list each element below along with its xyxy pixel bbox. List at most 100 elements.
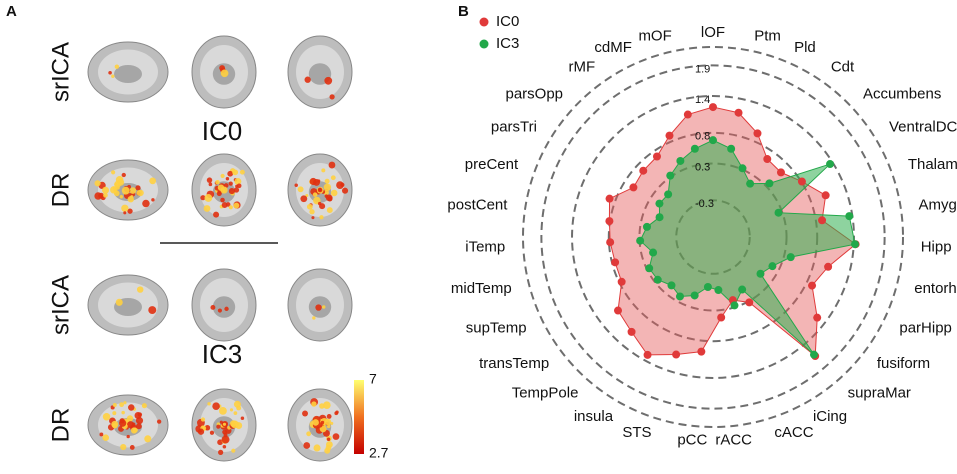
data-point bbox=[730, 301, 739, 310]
activation bbox=[329, 94, 335, 100]
activation bbox=[129, 445, 135, 450]
brain-core bbox=[212, 296, 236, 318]
brain-slice bbox=[87, 274, 169, 336]
category-label: insula bbox=[574, 408, 614, 425]
activation bbox=[115, 298, 123, 306]
category-label: fusiform bbox=[877, 355, 930, 372]
data-point bbox=[797, 177, 806, 186]
activation bbox=[218, 449, 224, 456]
row-label: DR bbox=[47, 173, 74, 208]
brain-slice bbox=[191, 268, 257, 342]
data-point bbox=[826, 160, 835, 169]
activation bbox=[119, 402, 124, 408]
activation bbox=[311, 401, 317, 407]
category-label: preCent bbox=[465, 156, 519, 173]
category-label: STS bbox=[622, 424, 651, 441]
activation bbox=[126, 434, 130, 439]
data-point bbox=[734, 108, 743, 117]
data-point bbox=[746, 179, 755, 188]
brain-slice bbox=[287, 153, 353, 227]
activation bbox=[321, 305, 326, 309]
activation bbox=[324, 178, 330, 184]
activation bbox=[304, 76, 311, 83]
data-point bbox=[810, 350, 819, 359]
activation bbox=[144, 435, 152, 443]
activation bbox=[119, 195, 124, 199]
data-point bbox=[667, 281, 676, 290]
category-label: iCing bbox=[813, 408, 847, 425]
data-point bbox=[786, 253, 795, 262]
data-point bbox=[745, 298, 754, 307]
activation bbox=[325, 194, 333, 202]
legend-marker bbox=[479, 39, 489, 49]
activation bbox=[131, 422, 136, 427]
activation bbox=[319, 403, 325, 409]
data-point bbox=[709, 103, 717, 112]
data-point bbox=[727, 144, 736, 153]
category-label: VentralDC bbox=[889, 118, 957, 135]
category-label: lOF bbox=[701, 24, 725, 41]
activation bbox=[200, 417, 206, 422]
activation bbox=[135, 417, 144, 425]
brain-slice bbox=[87, 394, 169, 456]
activation bbox=[129, 187, 137, 194]
data-point bbox=[703, 283, 712, 292]
colorbar-tick-label: 2.7 bbox=[369, 445, 389, 461]
activation bbox=[303, 442, 311, 449]
activation bbox=[233, 187, 240, 193]
activation bbox=[128, 404, 135, 411]
data-point bbox=[821, 191, 830, 200]
grid-ring bbox=[522, 46, 904, 428]
activation bbox=[110, 186, 118, 194]
activation bbox=[317, 201, 322, 206]
activation bbox=[232, 169, 239, 176]
category-label: parHipp bbox=[899, 319, 952, 336]
data-point bbox=[768, 262, 777, 271]
activation bbox=[136, 286, 144, 293]
activation bbox=[215, 179, 220, 185]
data-point bbox=[675, 292, 684, 301]
category-label: cACC bbox=[774, 424, 813, 441]
activation bbox=[311, 216, 315, 220]
category-label: Cdt bbox=[831, 59, 855, 76]
activation bbox=[111, 74, 115, 78]
brain-slice bbox=[287, 268, 353, 342]
activation bbox=[135, 423, 142, 430]
brain-slice bbox=[287, 35, 353, 109]
data-point bbox=[605, 217, 614, 226]
category-label: mOF bbox=[638, 27, 671, 44]
data-point bbox=[614, 306, 623, 315]
category-label: parsOpp bbox=[505, 85, 563, 102]
activation bbox=[130, 195, 134, 199]
activation bbox=[200, 195, 206, 201]
activation bbox=[323, 183, 332, 191]
row-label: srICA bbox=[47, 42, 74, 102]
data-point bbox=[676, 156, 685, 165]
data-point bbox=[690, 291, 699, 300]
data-point bbox=[636, 236, 645, 245]
activation bbox=[213, 211, 220, 218]
activation bbox=[119, 418, 125, 424]
activation bbox=[197, 428, 205, 435]
activation bbox=[306, 203, 313, 210]
brain-slice bbox=[191, 388, 257, 462]
activation bbox=[319, 215, 324, 220]
category-label: Thalamus bbox=[908, 156, 957, 173]
r-tick-label: 0.8 bbox=[695, 131, 710, 143]
activation bbox=[224, 306, 229, 312]
activation bbox=[216, 424, 221, 429]
data-point bbox=[756, 269, 765, 278]
data-point bbox=[813, 313, 822, 322]
panel-label: B bbox=[458, 3, 469, 20]
data-point bbox=[690, 144, 699, 153]
data-point bbox=[672, 350, 681, 359]
activation bbox=[312, 419, 319, 426]
activation bbox=[127, 421, 135, 429]
activation bbox=[217, 439, 223, 446]
activation bbox=[103, 192, 108, 198]
activation bbox=[341, 187, 349, 194]
data-point bbox=[645, 264, 654, 273]
activation bbox=[149, 177, 157, 185]
activation bbox=[228, 188, 235, 195]
data-point bbox=[629, 183, 638, 192]
